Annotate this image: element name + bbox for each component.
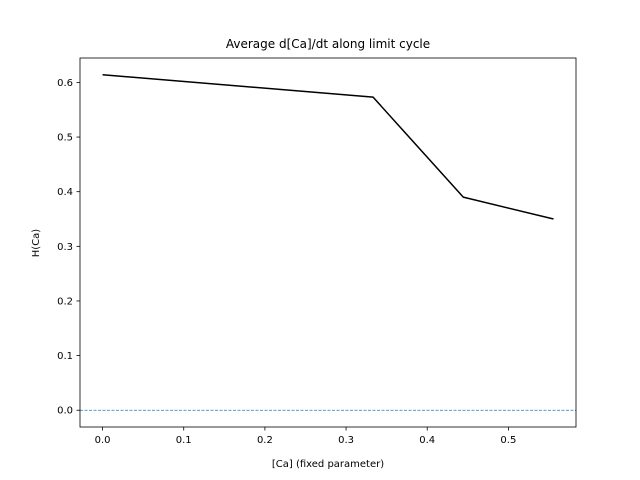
- x-tick-label: 0.5: [500, 435, 516, 446]
- chart-title: Average d[Ca]/dt along limit cycle: [226, 37, 430, 51]
- x-tick-label: 0.4: [419, 435, 435, 446]
- y-tick-label: 0.2: [57, 296, 73, 307]
- x-tick-label: 0.2: [257, 435, 273, 446]
- plot-area: 0.0 0.1 0.2 0.3 0.4 0.5 0.0 0.1 0.2 0.3 0.4 0.5 0.6: [57, 57, 577, 446]
- x-tick-label: 0.0: [95, 435, 111, 446]
- y-tick-label: 0.6: [57, 78, 73, 89]
- x-tick-label: 0.3: [338, 435, 354, 446]
- x-tick-label: 0.1: [176, 435, 192, 446]
- axes-frame: [79, 57, 577, 428]
- x-axis-label: [Ca] (fixed parameter): [272, 459, 384, 470]
- y-tick-label: 0.4: [57, 187, 73, 198]
- y-tick-label: 0.0: [57, 406, 73, 417]
- y-tick-label: 0.3: [57, 242, 73, 253]
- y-axis-label: H(Ca): [31, 229, 42, 258]
- y-tick-label: 0.5: [57, 133, 73, 144]
- series-line-0: [102, 74, 554, 220]
- y-tick-label: 0.1: [57, 351, 73, 362]
